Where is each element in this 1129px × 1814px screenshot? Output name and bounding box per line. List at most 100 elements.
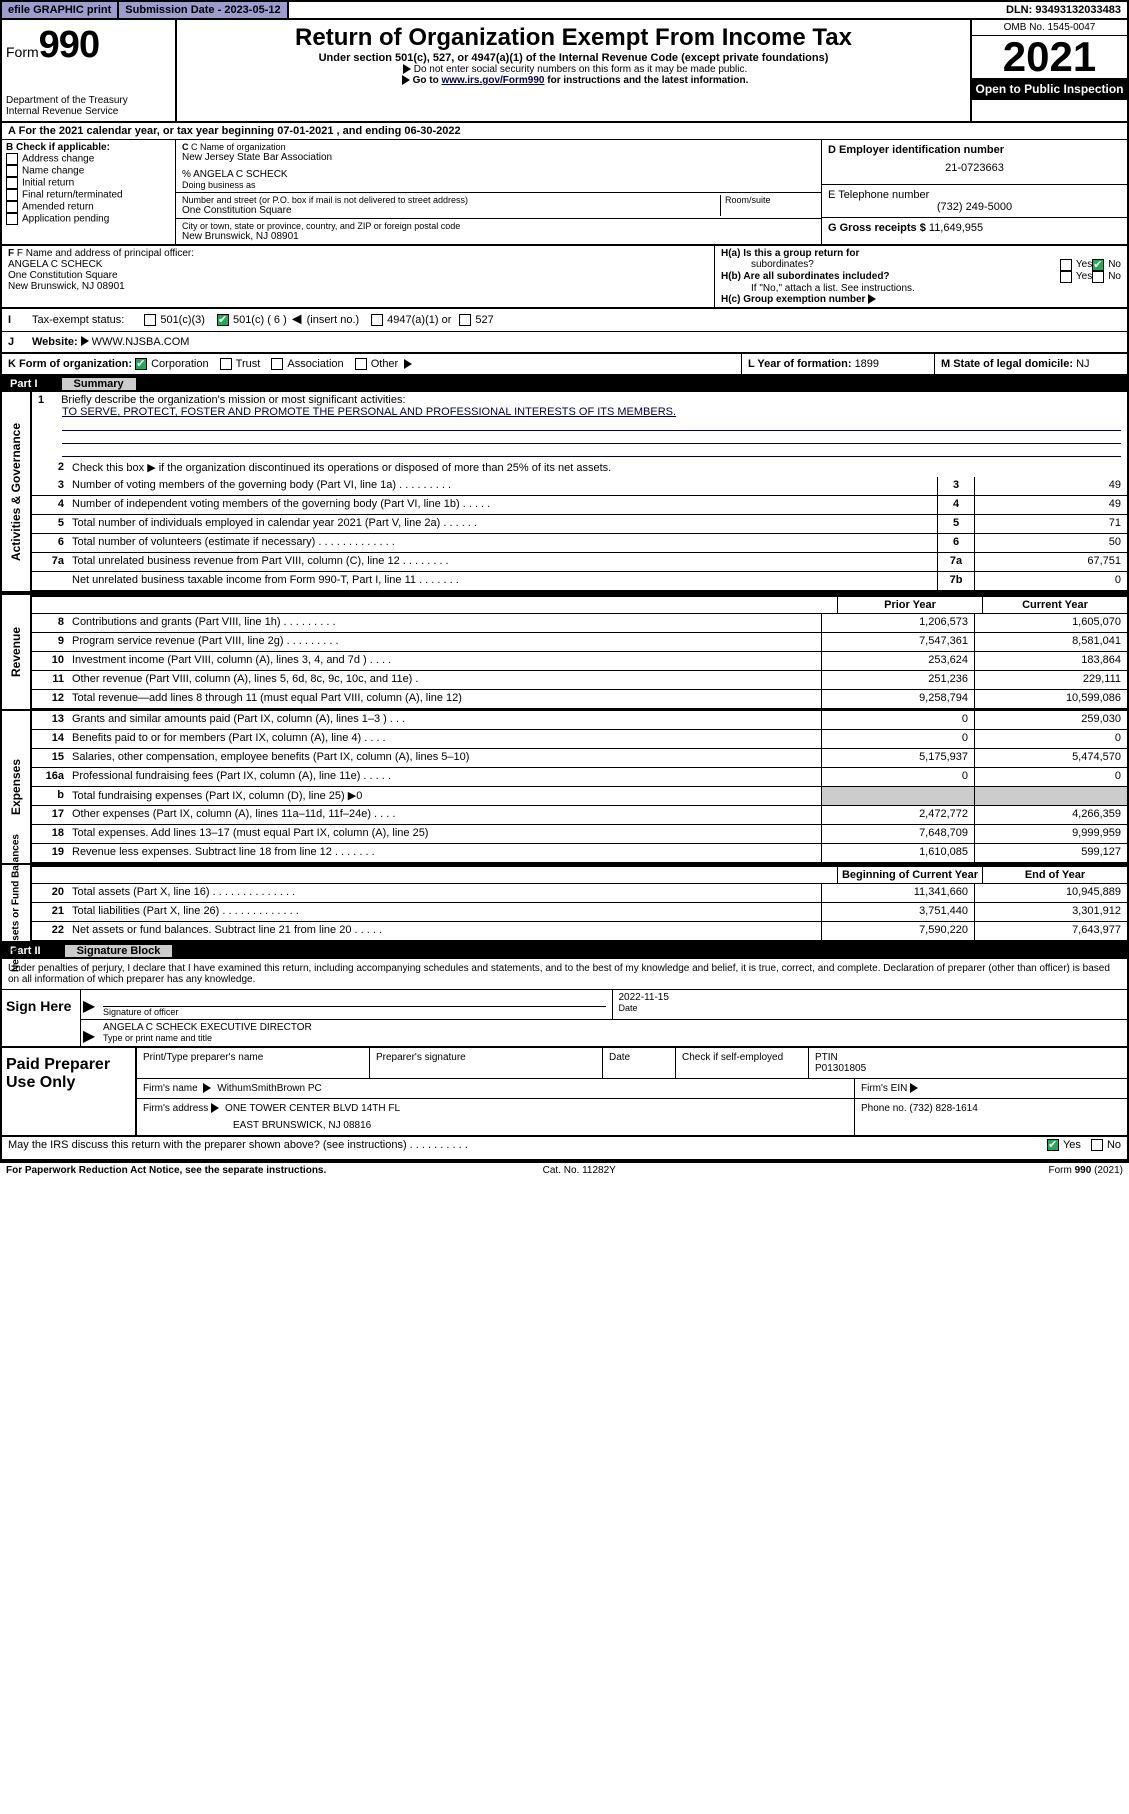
summary-line: 16aProfessional fundraising fees (Part I… bbox=[32, 768, 1127, 787]
cb-initial-return[interactable]: Initial return bbox=[6, 177, 171, 189]
cb-name-change[interactable]: Name change bbox=[6, 165, 171, 177]
h-note: If "No," attach a list. See instructions… bbox=[721, 283, 1121, 294]
cb-4947[interactable] bbox=[371, 314, 383, 326]
cb-association[interactable] bbox=[271, 358, 283, 370]
cb-label: Amended return bbox=[22, 202, 94, 213]
cb-discuss-no[interactable] bbox=[1091, 1139, 1103, 1151]
arrow-icon bbox=[402, 75, 410, 85]
summary-line: 15Salaries, other compensation, employee… bbox=[32, 749, 1127, 768]
summary-line: Net unrelated business taxable income fr… bbox=[32, 572, 1127, 591]
row-j-website: J Website: WWW.NJSBA.COM bbox=[2, 332, 1127, 354]
row-k: K Form of organization: Corporation Trus… bbox=[2, 354, 1127, 376]
firm-phone-label: Phone no. bbox=[861, 1103, 909, 1114]
topbar: efile GRAPHIC print Submission Date - 20… bbox=[0, 0, 1129, 20]
summary-line: 18Total expenses. Add lines 13–17 (must … bbox=[32, 825, 1127, 844]
name-title-label: Type or print name and title bbox=[103, 1033, 1121, 1043]
cb-discuss-yes-checked[interactable] bbox=[1047, 1139, 1059, 1151]
row-i-tax-status: I Tax-exempt status: 501(c)(3) 501(c) ( … bbox=[2, 308, 1127, 332]
summary-line: 19Revenue less expenses. Subtract line 1… bbox=[32, 844, 1127, 863]
summary-line: bTotal fundraising expenses (Part IX, co… bbox=[32, 787, 1127, 806]
arrow-icon: ▶ bbox=[81, 1020, 97, 1046]
sidebar-revenue: Revenue bbox=[9, 627, 23, 677]
opt-501c3: 501(c)(3) bbox=[160, 314, 205, 326]
paid-preparer-label: Paid Preparer Use Only bbox=[2, 1048, 137, 1135]
opt-other: Other bbox=[371, 358, 399, 370]
efile-button[interactable]: efile GRAPHIC print bbox=[2, 2, 119, 18]
cb-trust[interactable] bbox=[220, 358, 232, 370]
block-b-to-g: B Check if applicable: Address change Na… bbox=[2, 140, 1127, 246]
no-label: No bbox=[1107, 1139, 1121, 1157]
submission-label: Submission Date - bbox=[125, 4, 224, 16]
opt-4947: 4947(a)(1) or bbox=[387, 314, 451, 326]
col-prior-year: Prior Year bbox=[837, 597, 982, 613]
no-label: No bbox=[1108, 259, 1121, 271]
subtitle-3: Go to www.irs.gov/Form990 for instructio… bbox=[183, 75, 964, 86]
org-name: New Jersey State Bar Association bbox=[182, 152, 815, 163]
section-f-h: F F Name and address of principal office… bbox=[2, 246, 1127, 308]
cb-527[interactable] bbox=[459, 314, 471, 326]
cb-corporation-checked[interactable] bbox=[135, 358, 147, 370]
tax-status-label: Tax-exempt status: bbox=[32, 314, 124, 326]
cb-application-pending[interactable]: Application pending bbox=[6, 213, 171, 225]
care-of: % ANGELA C SCHECK bbox=[182, 169, 815, 180]
cb-no-checked[interactable] bbox=[1092, 259, 1104, 271]
form-number: Form990 bbox=[6, 24, 171, 67]
cb-501c3[interactable] bbox=[144, 314, 156, 326]
l-label: L Year of formation: bbox=[748, 358, 855, 370]
irs-label: Internal Revenue Service bbox=[6, 106, 171, 117]
cb-label: Initial return bbox=[22, 178, 74, 189]
cb-501c-checked[interactable] bbox=[217, 314, 229, 326]
cb-address-change[interactable]: Address change bbox=[6, 153, 171, 165]
date-label: Date bbox=[619, 1003, 1122, 1013]
dba-label: Doing business as bbox=[182, 180, 815, 190]
sub3-pre: Go to bbox=[413, 75, 442, 86]
cb-yes[interactable] bbox=[1060, 271, 1072, 283]
sub3-post: for instructions and the latest informat… bbox=[544, 75, 748, 86]
self-employed-check[interactable]: Check if self-employed bbox=[676, 1048, 809, 1078]
cb-amended[interactable]: Amended return bbox=[6, 201, 171, 213]
discuss-text: May the IRS discuss this return with the… bbox=[8, 1139, 1047, 1157]
paperwork-notice: For Paperwork Reduction Act Notice, see … bbox=[6, 1165, 326, 1176]
governance-section: Activities & Governance 1 Briefly descri… bbox=[2, 392, 1127, 593]
sidebar-expenses: Expenses bbox=[9, 759, 23, 815]
summary-line: 14Benefits paid to or for members (Part … bbox=[32, 730, 1127, 749]
cb-final-return[interactable]: Final return/terminated bbox=[6, 189, 171, 201]
mission-question: Briefly describe the organization's miss… bbox=[61, 394, 405, 406]
k-label: K Form of organization: bbox=[8, 358, 132, 370]
cb-yes[interactable] bbox=[1060, 259, 1072, 271]
arrow-icon bbox=[404, 359, 412, 369]
sidebar-netassets: Net Assets or Fund Balances bbox=[11, 834, 22, 972]
summary-line: 9Program service revenue (Part VIII, lin… bbox=[32, 633, 1127, 652]
arrow-icon bbox=[81, 336, 89, 346]
firm-name: WithumSmithBrown PC bbox=[217, 1083, 321, 1094]
h-a: H(a) Is this a group return for bbox=[721, 248, 1121, 259]
paid-preparer-block: Paid Preparer Use Only Print/Type prepar… bbox=[2, 1046, 1127, 1137]
subtitle-1: Under section 501(c), 527, or 4947(a)(1)… bbox=[183, 52, 964, 64]
cb-label: Address change bbox=[22, 154, 94, 165]
preparer-name-label: Print/Type preparer's name bbox=[137, 1048, 370, 1078]
website-label: Website: bbox=[32, 336, 78, 348]
cb-no[interactable] bbox=[1092, 271, 1104, 283]
firm-addr1: ONE TOWER CENTER BLVD 14TH FL bbox=[225, 1103, 400, 1114]
hb-label: H(b) Are all subordinates included? bbox=[721, 271, 1060, 283]
m-label: M State of legal domicile: bbox=[941, 358, 1076, 370]
opt-501c: 501(c) ( 6 ) bbox=[233, 314, 287, 326]
arrow-icon bbox=[910, 1083, 918, 1093]
subtitle-2: Do not enter social security numbers on … bbox=[183, 64, 964, 75]
cb-other[interactable] bbox=[355, 358, 367, 370]
line2-text: Check this box ▶ if the organization dis… bbox=[72, 462, 611, 474]
check-label: Check if self-employed bbox=[682, 1052, 783, 1063]
ha-label: H(a) Is this a group return for bbox=[721, 248, 859, 259]
sig-officer-label: Signature of officer bbox=[103, 1007, 606, 1017]
cat-no: Cat. No. 11282Y bbox=[543, 1165, 616, 1176]
irs-link[interactable]: www.irs.gov/Form990 bbox=[441, 75, 544, 86]
cb-label: Name change bbox=[22, 166, 84, 177]
firm-addr2: EAST BRUNSWICK, NJ 08816 bbox=[143, 1114, 848, 1131]
officer-addr2: New Brunswick, NJ 08901 bbox=[8, 281, 708, 292]
opt-insert: (insert no.) bbox=[307, 314, 360, 326]
f-label: F Name and address of principal officer: bbox=[17, 248, 194, 259]
section-b: B Check if applicable: Address change Na… bbox=[2, 140, 176, 244]
summary-line: 20Total assets (Part X, line 16) . . . .… bbox=[32, 884, 1127, 903]
addr-label: Number and street (or P.O. box if mail i… bbox=[182, 195, 720, 205]
phone-label: E Telephone number bbox=[828, 189, 1121, 201]
